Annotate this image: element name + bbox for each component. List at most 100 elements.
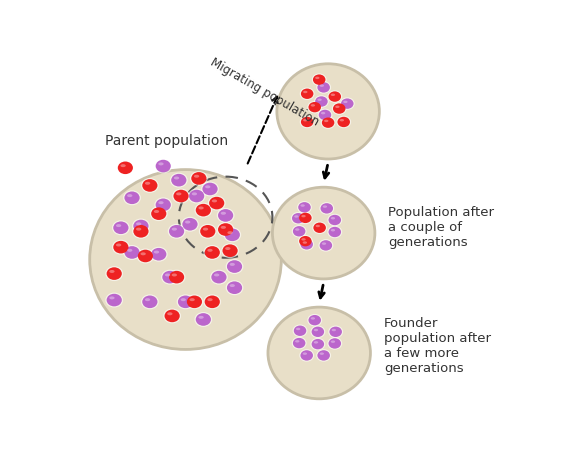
Ellipse shape (300, 204, 305, 207)
Ellipse shape (172, 273, 177, 277)
Ellipse shape (323, 205, 327, 208)
Ellipse shape (212, 271, 227, 284)
Ellipse shape (167, 312, 172, 315)
Text: Population after
a couple of
generations: Population after a couple of generations (388, 206, 494, 249)
Ellipse shape (196, 204, 211, 217)
Ellipse shape (328, 92, 341, 102)
Ellipse shape (341, 98, 354, 109)
Ellipse shape (145, 182, 150, 185)
Ellipse shape (343, 101, 347, 103)
Ellipse shape (133, 220, 148, 232)
Ellipse shape (156, 199, 171, 211)
Ellipse shape (198, 316, 204, 319)
Ellipse shape (331, 217, 335, 219)
Ellipse shape (331, 229, 335, 231)
Ellipse shape (109, 296, 114, 300)
Ellipse shape (120, 164, 126, 167)
Ellipse shape (109, 270, 114, 273)
Ellipse shape (328, 227, 341, 237)
Ellipse shape (331, 93, 335, 96)
Ellipse shape (221, 212, 226, 215)
Ellipse shape (127, 249, 132, 252)
Ellipse shape (328, 215, 341, 225)
Ellipse shape (127, 194, 132, 197)
Ellipse shape (164, 310, 180, 322)
Ellipse shape (301, 238, 306, 240)
Ellipse shape (185, 221, 190, 224)
Ellipse shape (196, 313, 211, 326)
Ellipse shape (227, 260, 242, 273)
Ellipse shape (200, 225, 216, 238)
Ellipse shape (174, 190, 189, 202)
Ellipse shape (90, 169, 281, 349)
Ellipse shape (309, 102, 321, 112)
Ellipse shape (324, 120, 328, 122)
Ellipse shape (301, 215, 306, 218)
Ellipse shape (319, 110, 331, 120)
Ellipse shape (314, 341, 318, 344)
Ellipse shape (309, 315, 321, 325)
Ellipse shape (268, 307, 370, 399)
Ellipse shape (294, 326, 306, 336)
Ellipse shape (329, 327, 342, 337)
Ellipse shape (190, 298, 195, 301)
Ellipse shape (218, 209, 233, 222)
Ellipse shape (296, 328, 300, 330)
Ellipse shape (218, 223, 233, 236)
Ellipse shape (191, 172, 206, 185)
Ellipse shape (310, 104, 315, 107)
Ellipse shape (212, 199, 217, 202)
Ellipse shape (116, 244, 121, 246)
Ellipse shape (313, 223, 326, 233)
Ellipse shape (113, 222, 128, 234)
Ellipse shape (298, 202, 310, 213)
Ellipse shape (331, 340, 335, 343)
Ellipse shape (227, 231, 233, 234)
Ellipse shape (138, 250, 153, 262)
Ellipse shape (136, 228, 141, 231)
Ellipse shape (165, 273, 170, 277)
Ellipse shape (229, 284, 235, 287)
Ellipse shape (209, 197, 224, 209)
Ellipse shape (182, 218, 198, 230)
Ellipse shape (321, 112, 325, 114)
Ellipse shape (191, 192, 197, 196)
Ellipse shape (124, 246, 140, 259)
Ellipse shape (303, 119, 308, 121)
Ellipse shape (181, 298, 186, 301)
Ellipse shape (169, 225, 184, 238)
Ellipse shape (301, 88, 313, 99)
Ellipse shape (320, 203, 333, 213)
Ellipse shape (145, 298, 150, 301)
Ellipse shape (162, 271, 178, 284)
Ellipse shape (320, 84, 324, 87)
Ellipse shape (335, 105, 340, 108)
Ellipse shape (189, 190, 204, 202)
Ellipse shape (194, 175, 200, 178)
Ellipse shape (221, 226, 226, 229)
Ellipse shape (203, 228, 208, 231)
Ellipse shape (202, 183, 217, 195)
Ellipse shape (205, 295, 220, 308)
Ellipse shape (314, 329, 318, 331)
Ellipse shape (142, 295, 158, 308)
Ellipse shape (198, 207, 204, 209)
Ellipse shape (116, 224, 121, 227)
Ellipse shape (301, 350, 313, 360)
Ellipse shape (133, 225, 148, 238)
Ellipse shape (295, 228, 300, 231)
Ellipse shape (205, 185, 210, 188)
Ellipse shape (229, 263, 235, 266)
Ellipse shape (158, 201, 164, 204)
Ellipse shape (208, 298, 213, 301)
Ellipse shape (142, 179, 158, 192)
Ellipse shape (124, 191, 140, 204)
Ellipse shape (106, 267, 122, 280)
Ellipse shape (227, 281, 242, 294)
Ellipse shape (156, 160, 171, 172)
Ellipse shape (113, 241, 128, 253)
Ellipse shape (154, 210, 159, 213)
Ellipse shape (151, 207, 166, 220)
Ellipse shape (340, 119, 344, 121)
Ellipse shape (310, 317, 315, 320)
